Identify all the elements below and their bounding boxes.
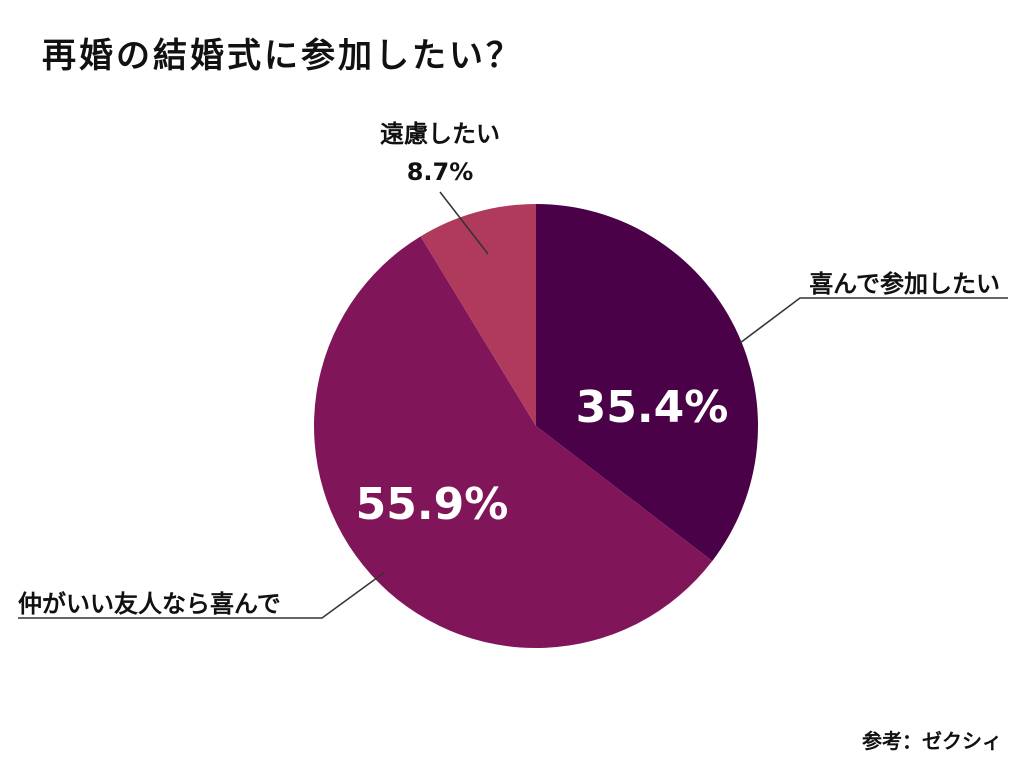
slice-category-label: 仲がいい友人なら喜んで	[18, 590, 281, 618]
slice-decline	[420, 204, 536, 426]
source-note: 参考：ゼクシィ	[862, 729, 1002, 753]
slice-value-label: 55.9%	[356, 479, 509, 530]
callout-line	[739, 297, 1008, 344]
callout-line	[18, 571, 386, 619]
slice-value-label: 35.4%	[576, 382, 729, 433]
slice-category-label: 遠慮したい	[380, 120, 500, 148]
callout-line	[439, 191, 489, 255]
slice-category-label: 喜んで参加したい	[809, 270, 1000, 298]
slice-close-friend	[314, 236, 713, 648]
chart-title: 再婚の結婚式に参加したい？	[42, 36, 523, 76]
slice-happy-attend	[536, 204, 759, 561]
slice-value-label: 8.7%	[407, 158, 474, 186]
